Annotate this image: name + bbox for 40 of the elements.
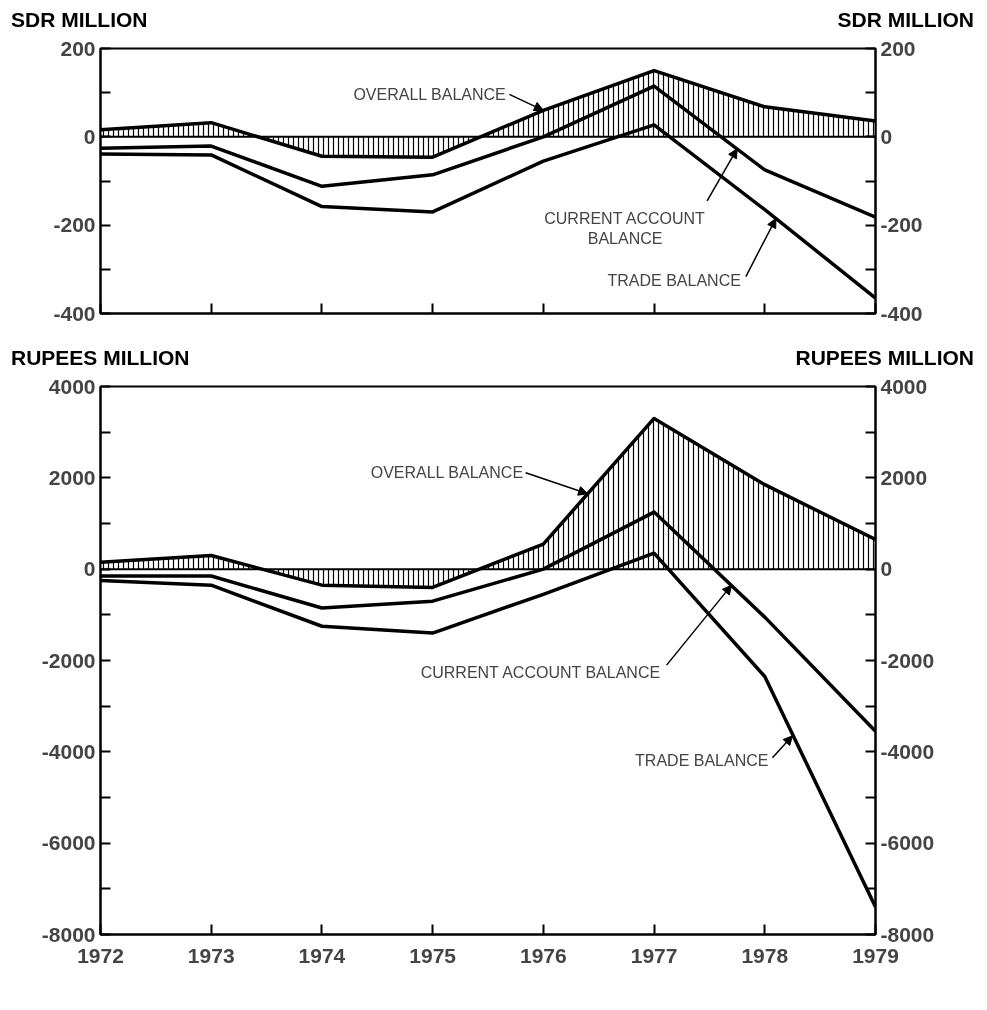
- y-tick-label: 200: [60, 36, 96, 60]
- y-tick-label: -6000: [41, 831, 96, 855]
- x-tick-label: 1979: [852, 943, 899, 967]
- annotation: TRADE BALANCE: [635, 752, 769, 770]
- y2-tick-label: -6000: [880, 831, 935, 855]
- y2-tick-label: 0: [880, 124, 893, 148]
- y2-tick-label: 200: [880, 36, 916, 60]
- y-tick-label: 0: [83, 557, 96, 581]
- annotation: OVERALL BALANCE: [353, 85, 506, 103]
- x-tick-label: 1973: [187, 943, 235, 967]
- y-axis-title: RUPEES MILLION: [11, 345, 190, 371]
- y2-tick-label: 4000: [880, 374, 928, 398]
- y-tick-label: -4000: [41, 739, 96, 763]
- y2-axis-title: SDR MILLION: [837, 7, 974, 33]
- annotation: OVERALL BALANCE: [370, 464, 524, 482]
- annotation: CURRENT ACCOUNT BALANCE: [544, 210, 706, 248]
- y-tick-label: 0: [83, 124, 96, 148]
- y2-tick-label: -8000: [880, 922, 935, 946]
- annotation: TRADE BALANCE: [607, 272, 741, 290]
- x-tick-label: 1978: [741, 943, 789, 967]
- y-tick-label: 2000: [48, 465, 96, 489]
- y-tick-label: 4000: [48, 374, 96, 398]
- x-tick-label: 1976: [520, 943, 567, 967]
- x-tick-label: 1977: [630, 943, 678, 967]
- y-axis-title: SDR MILLION: [11, 7, 148, 33]
- y2-tick-label: 2000: [880, 465, 928, 489]
- y2-tick-label: -4000: [880, 739, 935, 763]
- x-tick-label: 1974: [298, 943, 346, 967]
- annotation: CURRENT ACCOUNT BALANCE: [420, 663, 661, 681]
- y-tick-label: -2000: [41, 648, 96, 672]
- y2-axis-title: RUPEES MILLION: [795, 345, 974, 371]
- y-tick-label: -400: [53, 301, 96, 325]
- x-tick-label: 1972: [77, 943, 124, 967]
- x-tick-label: 1975: [409, 943, 457, 967]
- y-tick-label: -200: [53, 213, 96, 237]
- y2-tick-label: -400: [880, 301, 923, 325]
- y2-tick-label: 0: [880, 557, 893, 581]
- y2-tick-label: -200: [880, 213, 923, 237]
- y2-tick-label: -2000: [880, 648, 935, 672]
- y-tick-label: -8000: [41, 922, 96, 946]
